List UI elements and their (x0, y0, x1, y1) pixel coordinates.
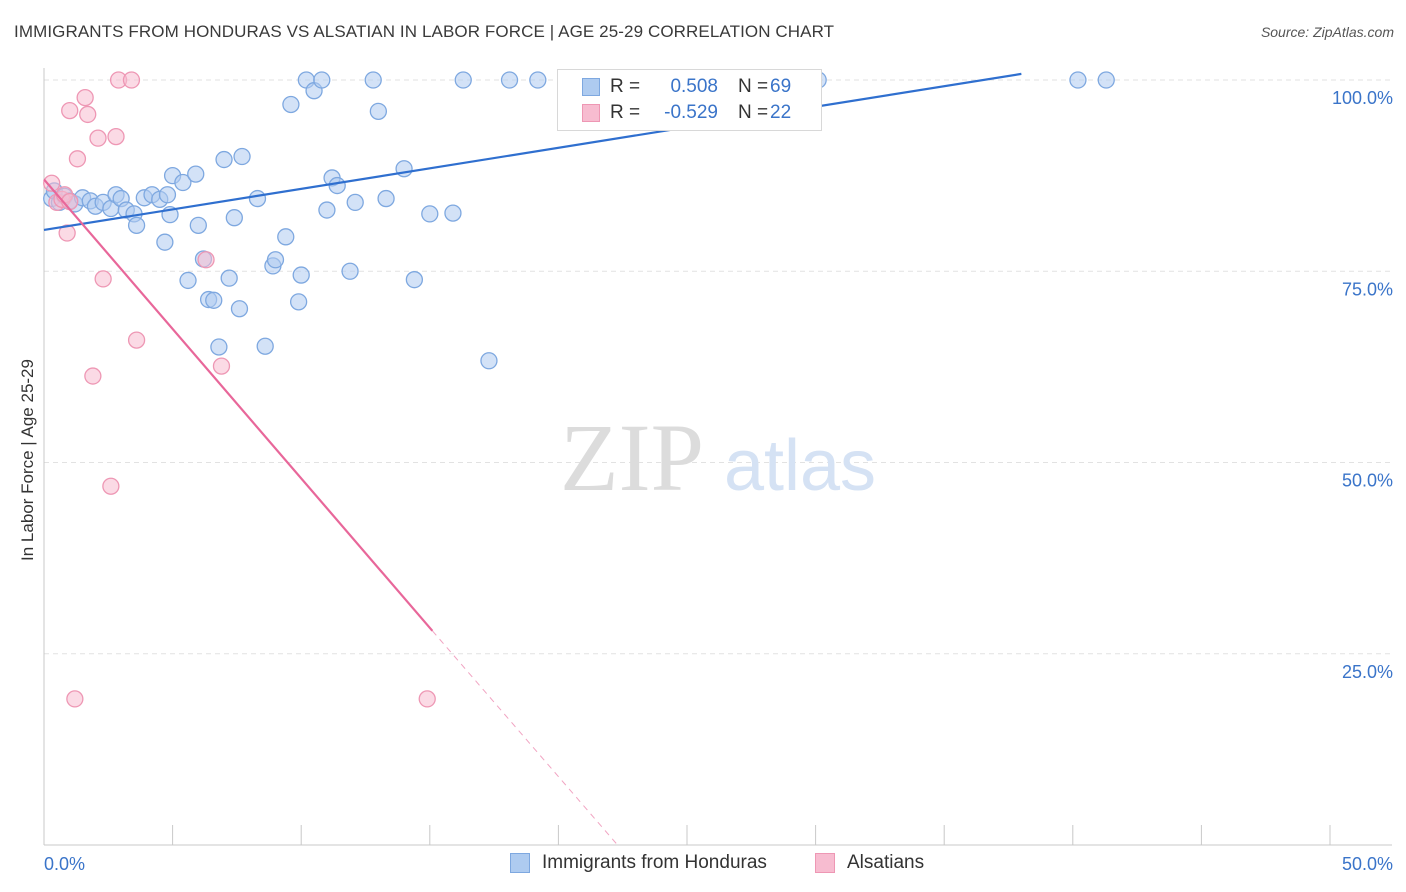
data-point (89, 129, 107, 147)
data-point (68, 150, 87, 168)
y-tick-label: 100.0% (1332, 88, 1393, 108)
data-point (313, 71, 331, 89)
data-point (341, 262, 359, 280)
data-point (377, 189, 395, 208)
data-point (179, 271, 197, 290)
data-point (197, 251, 215, 269)
data-point (233, 147, 251, 166)
data-point (107, 127, 125, 146)
data-point (230, 300, 249, 318)
legend-row-honduras: R = 0.508 N = 69 (582, 75, 791, 99)
legend-swatch-blue (510, 853, 530, 873)
data-point (220, 269, 238, 287)
data-point (212, 357, 231, 375)
data-point (58, 224, 76, 242)
data-point (174, 173, 192, 192)
data-point (405, 271, 424, 289)
axes (43, 68, 1392, 846)
legend-swatch-pink (582, 104, 600, 122)
legend-row-alsatians: R = -0.529 N = 22 (582, 101, 791, 125)
data-point (210, 338, 228, 356)
data-point (66, 690, 84, 708)
legend-swatch-pink (815, 853, 835, 873)
data-point (266, 251, 285, 269)
data-point (76, 88, 94, 107)
watermark: ZIP atlas (560, 404, 876, 511)
legend-n-label: N = (738, 102, 769, 123)
data-point (318, 201, 336, 219)
chart-title: IMMIGRANTS FROM HONDURAS VS ALSATIAN IN … (14, 22, 835, 41)
trend-line-alsatians (43, 178, 434, 632)
data-point (84, 367, 102, 385)
data-point (127, 216, 146, 235)
source-label: Source: ZipAtlas.com (1260, 24, 1394, 40)
data-point (256, 337, 274, 355)
legend-item-honduras[interactable]: Immigrants from Honduras (510, 852, 767, 874)
y-tick-label: 75.0% (1342, 279, 1393, 299)
legend-r-label: R = (610, 76, 641, 97)
data-point (79, 105, 97, 124)
legend-item-label: Alsatians (847, 852, 925, 873)
legend-n-value: 69 (770, 76, 792, 97)
data-point (480, 352, 498, 370)
data-point (328, 176, 346, 195)
data-point (364, 71, 382, 89)
data-point (225, 209, 243, 227)
legend-n-label: N = (738, 76, 769, 97)
trend-line-honduras (43, 72, 1022, 232)
legend-r-label: R = (610, 102, 641, 123)
data-point (421, 205, 439, 223)
legend-r-value: 0.508 (670, 76, 718, 97)
series-alsatians-points (43, 71, 436, 708)
data-point (205, 291, 223, 309)
data-point (1069, 71, 1087, 89)
stats-legend: R = 0.508 N = 69 R = -0.529 N = 22 (557, 69, 822, 131)
data-point (444, 204, 462, 222)
data-point (158, 186, 177, 204)
x-tick-label: 50.0% (1342, 854, 1393, 874)
data-point (94, 270, 112, 288)
data-point (277, 228, 295, 246)
data-point (500, 71, 519, 89)
data-point (282, 95, 300, 114)
data-point (369, 102, 388, 121)
watermark-atlas: atlas (724, 426, 876, 506)
data-point (289, 293, 308, 311)
data-point (248, 189, 267, 208)
tick-labels: 25.0% 50.0% 75.0% 100.0% 0.0% 50.0% (44, 88, 1393, 874)
data-point (346, 193, 364, 212)
data-point (43, 174, 61, 192)
gridlines (44, 79, 1390, 655)
legend-item-label: Immigrants from Honduras (542, 852, 767, 873)
data-point (187, 165, 205, 183)
data-point (102, 477, 120, 495)
trend-lines (43, 72, 1022, 846)
data-point (292, 266, 310, 284)
data-point (61, 101, 79, 120)
y-tick-label: 50.0% (1342, 471, 1393, 491)
x-tick-label: 0.0% (44, 854, 85, 874)
legend-item-alsatians[interactable]: Alsatians (815, 852, 924, 874)
watermark-zip: ZIP (560, 404, 704, 511)
legend-swatch-blue (582, 78, 600, 96)
data-point (215, 150, 233, 169)
series-legend: Immigrants from Honduras Alsatians (0, 852, 1406, 876)
data-point (127, 331, 146, 349)
data-point (156, 233, 174, 251)
data-point (1097, 71, 1115, 89)
trend-extension-alsatians (431, 630, 618, 846)
legend-n-value: 22 (770, 102, 792, 123)
data-point (529, 71, 547, 89)
data-point (418, 690, 436, 708)
data-point (189, 216, 207, 235)
legend-r-value: -0.529 (664, 102, 718, 123)
y-tick-label: 25.0% (1342, 662, 1393, 682)
data-point (454, 71, 472, 89)
data-point (122, 71, 141, 89)
